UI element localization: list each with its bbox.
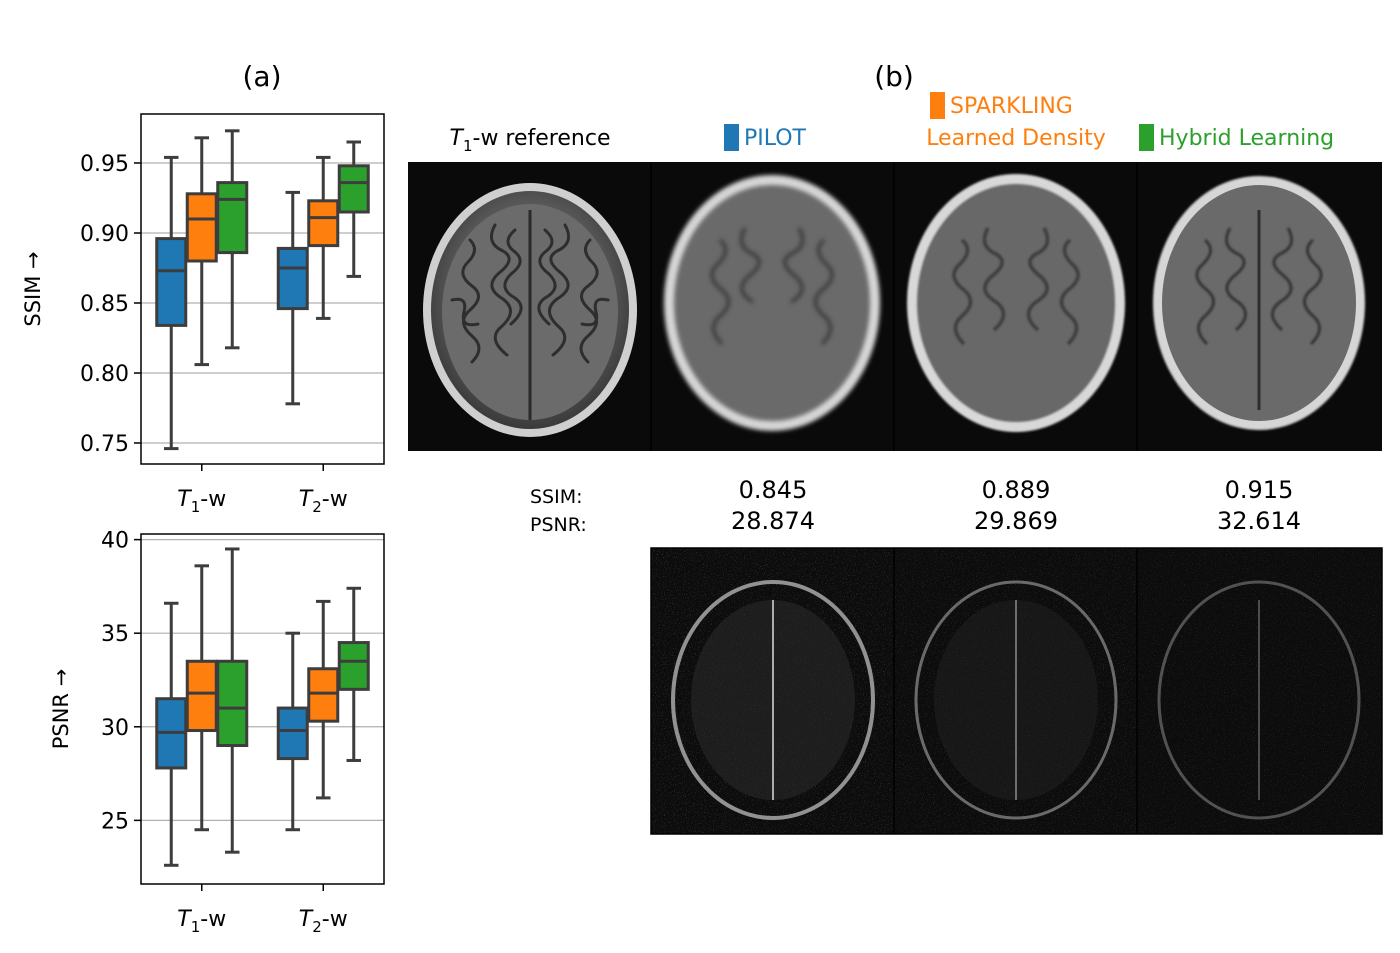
sparkling-error-map <box>894 548 1137 834</box>
psnr-boxplot: 25 30 35 40 T1-w T2-w PSNR → <box>49 529 385 936</box>
ssim-box <box>276 190 309 406</box>
psnr-axis-label: PSNR → <box>49 669 73 750</box>
sparkling-psnr: 29.869 <box>974 507 1058 535</box>
pilot-header: PILOT <box>744 126 807 151</box>
ssim-ytick-label: 0.75 <box>80 432 129 457</box>
psnr-xtick-label: T2-w <box>299 907 348 936</box>
recon-headers: T1-w reference PILOT SPARKLING Learned D… <box>450 92 1334 155</box>
psnr-ytick-label: 40 <box>101 529 129 554</box>
sparkling-brain-image <box>907 174 1125 432</box>
ssim-ytick-label: 0.90 <box>80 222 129 247</box>
ssim-xtick-label: T2-w <box>299 487 348 516</box>
ssim-ytick-label: 0.95 <box>80 152 129 177</box>
hybrid-legend-swatch <box>1139 124 1154 151</box>
pilot-error-map <box>651 548 894 834</box>
panel-label-b: (b) <box>874 60 914 93</box>
psnr-xtick-label: T1-w <box>177 907 226 936</box>
ssim-box <box>185 136 218 367</box>
psnr-box <box>185 564 218 832</box>
pilot-brain-image <box>664 175 880 431</box>
metric-values: SSIM: PSNR: 0.845 28.874 0.889 29.869 0.… <box>530 476 1301 536</box>
sparkling-header-line2: Learned Density <box>926 126 1106 151</box>
pilot-psnr: 28.874 <box>731 507 815 535</box>
ssim-ytick-label: 0.85 <box>80 292 129 317</box>
psnr-row-label: PSNR: <box>530 514 587 536</box>
sparkling-ssim: 0.889 <box>982 476 1051 504</box>
ssim-ytick-label: 0.80 <box>80 362 129 387</box>
ssim-box <box>337 140 370 278</box>
psnr-box <box>337 586 370 762</box>
ssim-box <box>216 129 249 350</box>
psnr-box <box>276 631 309 832</box>
psnr-box <box>216 547 249 854</box>
psnr-ytick-label: 35 <box>101 622 129 647</box>
ssim-axes-frame <box>140 113 385 465</box>
hybrid-header: Hybrid Learning <box>1159 126 1334 151</box>
hybrid-ssim: 0.915 <box>1225 476 1294 504</box>
psnr-ytick-label: 25 <box>101 809 129 834</box>
panel-label-a: (a) <box>242 60 281 93</box>
hybrid-brain-image <box>1153 176 1365 430</box>
error-maps-row <box>650 547 1383 835</box>
sparkling-legend-swatch <box>930 92 945 119</box>
ssim-row-label: SSIM: <box>530 486 583 508</box>
ssim-boxplot: 0.75 0.80 0.85 0.90 0.95 T1-w T2-w SSIM → <box>21 113 385 516</box>
sparkling-header: SPARKLING <box>950 94 1073 119</box>
psnr-box <box>307 599 340 800</box>
reference-brain-image <box>423 183 637 437</box>
hybrid-error-map <box>1137 548 1382 834</box>
ssim-box <box>155 155 188 451</box>
psnr-axes-frame <box>140 533 385 885</box>
psnr-ytick-label: 30 <box>101 716 129 741</box>
hybrid-psnr: 32.614 <box>1217 507 1301 535</box>
reference-header: T1-w reference <box>450 126 611 155</box>
psnr-box <box>155 601 188 867</box>
ssim-axis-label: SSIM → <box>21 251 45 326</box>
ssim-xtick-label: T1-w <box>177 487 226 516</box>
ssim-box <box>307 155 340 320</box>
pilot-ssim: 0.845 <box>739 476 808 504</box>
pilot-legend-swatch <box>724 124 739 151</box>
recon-images-row <box>408 162 1382 451</box>
